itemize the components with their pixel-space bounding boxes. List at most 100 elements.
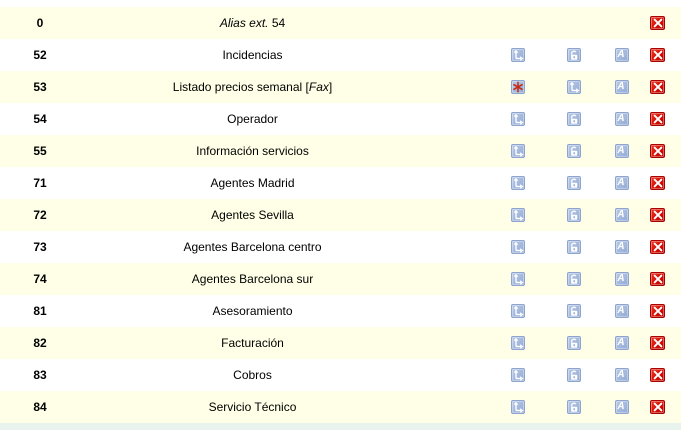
transfer-arrow-icon[interactable] — [511, 48, 525, 62]
delete-x-icon[interactable] — [650, 240, 665, 254]
pdf-icon[interactable] — [511, 80, 525, 94]
extension-name: Operador — [227, 112, 278, 126]
action-slot-2 — [542, 48, 605, 62]
delete-x-icon[interactable] — [650, 400, 665, 414]
extension-name: Alias ext. 54 — [219, 16, 286, 30]
extension-number: 84 — [33, 400, 47, 414]
alias-a-icon[interactable]: A — [614, 112, 629, 126]
delete-x-icon[interactable] — [650, 304, 665, 318]
alias-a-icon[interactable]: A — [614, 48, 629, 62]
transfer-arrow-icon[interactable] — [511, 208, 525, 222]
delete-x-icon[interactable] — [650, 112, 665, 126]
unlock-padlock-icon[interactable] — [566, 336, 581, 350]
extension-number: 52 — [33, 48, 47, 62]
action-slot-1 — [494, 336, 542, 350]
action-slot-4 — [638, 176, 677, 190]
transfer-arrow-icon[interactable] — [511, 304, 525, 318]
action-slot-2 — [542, 112, 605, 126]
action-slot-3: A — [605, 336, 638, 350]
delete-x-icon[interactable] — [650, 16, 665, 30]
extension-name: Incidencias — [222, 48, 283, 62]
extension-row: 83 Cobros A — [0, 359, 681, 391]
action-slot-3: A — [605, 80, 638, 94]
extension-row: 53 Listado precios semanal [Fax] A — [0, 71, 681, 103]
extension-row: 74 Agentes Barcelona sur A — [0, 263, 681, 295]
unlock-padlock-icon[interactable] — [566, 48, 581, 62]
unlock-padlock-icon[interactable] — [566, 272, 581, 286]
alias-a-icon[interactable]: A — [614, 240, 629, 254]
action-slot-2 — [542, 400, 605, 414]
transfer-arrow-icon[interactable] — [511, 368, 525, 382]
action-slot-1 — [494, 208, 542, 222]
extension-row: 52 Incidencias A — [0, 39, 681, 71]
action-slot-4 — [638, 400, 677, 414]
unlock-padlock-icon[interactable] — [566, 176, 581, 190]
delete-x-icon[interactable] — [650, 208, 665, 222]
action-slot-3: A — [605, 400, 638, 414]
extension-name: Asesoramiento — [212, 304, 293, 318]
action-slot-2 — [542, 176, 605, 190]
delete-x-icon[interactable] — [650, 272, 665, 286]
extension-number: 83 — [33, 368, 47, 382]
transfer-arrow-icon[interactable] — [511, 400, 525, 414]
action-slot-2 — [542, 144, 605, 158]
extension-number: 71 — [33, 176, 47, 190]
action-slot-3: A — [605, 176, 638, 190]
extension-row: 84 Servicio Técnico A — [0, 391, 681, 423]
extension-name: Agentes Madrid — [210, 176, 295, 190]
action-slot-4 — [638, 80, 677, 94]
action-slot-1 — [494, 400, 542, 414]
action-slot-1 — [494, 176, 542, 190]
extension-name: Listado precios semanal [Fax] — [172, 80, 333, 94]
transfer-arrow-icon[interactable] — [511, 272, 525, 286]
transfer-arrow-icon[interactable] — [511, 240, 525, 254]
unlock-padlock-icon[interactable] — [566, 304, 581, 318]
action-slot-4 — [638, 208, 677, 222]
action-slot-3: A — [605, 272, 638, 286]
alias-a-icon[interactable]: A — [614, 176, 629, 190]
extension-number: 72 — [33, 208, 47, 222]
extension-name: Agentes Barcelona sur — [191, 272, 314, 286]
action-slot-4 — [638, 304, 677, 318]
unlock-padlock-icon[interactable] — [566, 208, 581, 222]
alias-a-icon[interactable]: A — [614, 400, 629, 414]
delete-x-icon[interactable] — [650, 336, 665, 350]
alias-a-icon[interactable]: A — [614, 144, 629, 158]
alias-a-icon[interactable]: A — [614, 336, 629, 350]
action-slot-2 — [542, 304, 605, 318]
action-slot-2 — [542, 80, 605, 94]
alias-a-icon[interactable]: A — [614, 208, 629, 222]
transfer-arrow-icon[interactable] — [511, 112, 525, 126]
action-slot-4 — [638, 112, 677, 126]
unlock-padlock-icon[interactable] — [566, 240, 581, 254]
action-slot-1 — [494, 368, 542, 382]
delete-x-icon[interactable] — [650, 368, 665, 382]
action-slot-4 — [638, 368, 677, 382]
alias-a-icon[interactable]: A — [614, 272, 629, 286]
extension-number: 53 — [33, 80, 47, 94]
transfer-arrow-icon[interactable] — [566, 80, 581, 94]
transfer-arrow-icon[interactable] — [511, 176, 525, 190]
alias-a-icon[interactable]: A — [614, 80, 629, 94]
action-slot-4 — [638, 48, 677, 62]
delete-x-icon[interactable] — [650, 144, 665, 158]
unlock-padlock-icon[interactable] — [566, 400, 581, 414]
action-slot-2 — [542, 240, 605, 254]
transfer-arrow-icon[interactable] — [511, 336, 525, 350]
delete-x-icon[interactable] — [650, 80, 665, 94]
action-slot-4 — [638, 336, 677, 350]
unlock-padlock-icon[interactable] — [566, 112, 581, 126]
transfer-arrow-icon[interactable] — [511, 144, 525, 158]
extension-row: 55 Información servicios A — [0, 135, 681, 167]
alias-a-icon[interactable]: A — [614, 304, 629, 318]
extension-name: Información servicios — [196, 144, 309, 158]
extension-row: 0 Alias ext. 54 — [0, 7, 681, 39]
extension-number: 54 — [33, 112, 47, 126]
unlock-padlock-icon[interactable] — [566, 368, 581, 382]
action-slot-3: A — [605, 240, 638, 254]
delete-x-icon[interactable] — [650, 176, 665, 190]
alias-a-icon[interactable]: A — [614, 368, 629, 382]
action-slot-3: A — [605, 144, 638, 158]
delete-x-icon[interactable] — [650, 48, 665, 62]
unlock-padlock-icon[interactable] — [566, 144, 581, 158]
